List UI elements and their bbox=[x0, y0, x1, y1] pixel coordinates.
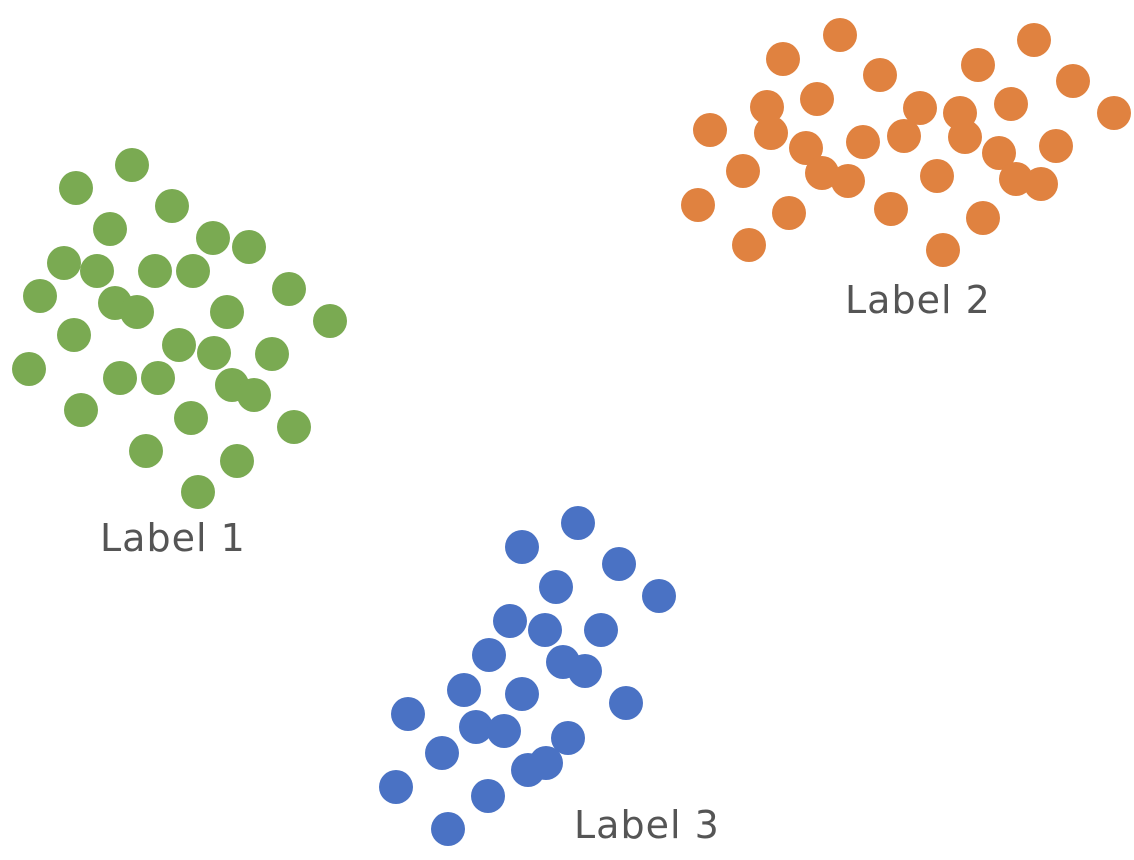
cluster-3-point bbox=[459, 710, 493, 744]
cluster-1-point bbox=[141, 361, 175, 395]
cluster-3-point bbox=[379, 770, 413, 804]
cluster-2-point bbox=[766, 42, 800, 76]
cluster-1-point bbox=[64, 393, 98, 427]
cluster-1-point bbox=[197, 336, 231, 370]
cluster-3-point bbox=[551, 721, 585, 755]
cluster-1-point bbox=[272, 272, 306, 306]
cluster-3-point bbox=[471, 779, 505, 813]
cluster-2-point bbox=[961, 48, 995, 82]
cluster-3-point bbox=[602, 547, 636, 581]
cluster-1-point bbox=[155, 189, 189, 223]
cluster-2-point bbox=[693, 113, 727, 147]
cluster-3-point bbox=[447, 673, 481, 707]
cluster-3-point bbox=[472, 638, 506, 672]
cluster-3-label: Label 3 bbox=[574, 803, 720, 847]
cluster-1-point bbox=[103, 361, 137, 395]
cluster-1-point bbox=[162, 328, 196, 362]
cluster-2-point bbox=[863, 58, 897, 92]
cluster-3-point bbox=[539, 570, 573, 604]
cluster-1-point bbox=[47, 246, 81, 280]
cluster-2-point bbox=[982, 136, 1016, 170]
cluster-3-points bbox=[379, 506, 676, 846]
cluster-2-point bbox=[948, 120, 982, 154]
cluster-2-point bbox=[887, 119, 921, 153]
cluster-2-point bbox=[800, 82, 834, 116]
cluster-2-point bbox=[681, 188, 715, 222]
cluster-1-point bbox=[80, 254, 114, 288]
cluster-2-point bbox=[920, 159, 954, 193]
cluster-1-point bbox=[57, 318, 91, 352]
cluster-1-point bbox=[23, 279, 57, 313]
cluster-3-point bbox=[487, 714, 521, 748]
cluster-3-point bbox=[493, 604, 527, 638]
cluster-2-point bbox=[903, 91, 937, 125]
cluster-2-point bbox=[1039, 129, 1073, 163]
cluster-2-label: Label 2 bbox=[845, 278, 991, 322]
cluster-1-point bbox=[120, 295, 154, 329]
cluster-1-point bbox=[129, 434, 163, 468]
cluster-2-point bbox=[966, 201, 1000, 235]
cluster-2-point bbox=[789, 131, 823, 165]
cluster-1-point bbox=[237, 378, 271, 412]
cluster-3-point bbox=[642, 579, 676, 613]
cluster-2-point bbox=[772, 196, 806, 230]
cluster-3-point bbox=[568, 654, 602, 688]
cluster-2-point bbox=[874, 192, 908, 226]
cluster-3-point bbox=[391, 697, 425, 731]
cluster-2-point bbox=[750, 90, 784, 124]
cluster-1-point bbox=[181, 475, 215, 509]
cluster-2-points bbox=[681, 18, 1131, 267]
cluster-2-point bbox=[926, 233, 960, 267]
cluster-2-point bbox=[805, 156, 839, 190]
cluster-2-point bbox=[1097, 96, 1131, 130]
cluster-1-point bbox=[93, 212, 127, 246]
cluster-2-point bbox=[994, 87, 1028, 121]
cluster-2-point bbox=[732, 228, 766, 262]
cluster-3-point bbox=[528, 613, 562, 647]
cluster-3-point bbox=[431, 812, 465, 846]
cluster-2-point bbox=[1024, 167, 1058, 201]
cluster-1-point bbox=[220, 444, 254, 478]
cluster-3-point bbox=[425, 736, 459, 770]
cluster-2-point bbox=[846, 125, 880, 159]
cluster-2-point bbox=[831, 164, 865, 198]
cluster-1-point bbox=[176, 254, 210, 288]
cluster-1-label: Label 1 bbox=[100, 516, 246, 560]
cluster-1-point bbox=[12, 352, 46, 386]
cluster-3-point bbox=[561, 506, 595, 540]
cluster-1-point bbox=[174, 401, 208, 435]
cluster-1-point bbox=[232, 230, 266, 264]
cluster-1-point bbox=[115, 148, 149, 182]
cluster-1-point bbox=[313, 304, 347, 338]
cluster-3-point bbox=[505, 530, 539, 564]
cluster-1-points bbox=[12, 148, 347, 509]
cluster-3-point bbox=[505, 677, 539, 711]
cluster-2-point bbox=[1056, 64, 1090, 98]
cluster-3-point bbox=[511, 753, 545, 787]
cluster-1-point bbox=[59, 171, 93, 205]
cluster-2-point bbox=[726, 154, 760, 188]
cluster-1-point bbox=[255, 337, 289, 371]
cluster-2-point bbox=[754, 116, 788, 150]
cluster-1-point bbox=[196, 221, 230, 255]
cluster-1-point bbox=[277, 410, 311, 444]
cluster-2-point bbox=[1017, 23, 1051, 57]
cluster-2-point bbox=[823, 18, 857, 52]
cluster-1-point bbox=[210, 295, 244, 329]
cluster-1-point bbox=[138, 254, 172, 288]
cluster-3-point bbox=[609, 686, 643, 720]
cluster-3-point bbox=[584, 613, 618, 647]
